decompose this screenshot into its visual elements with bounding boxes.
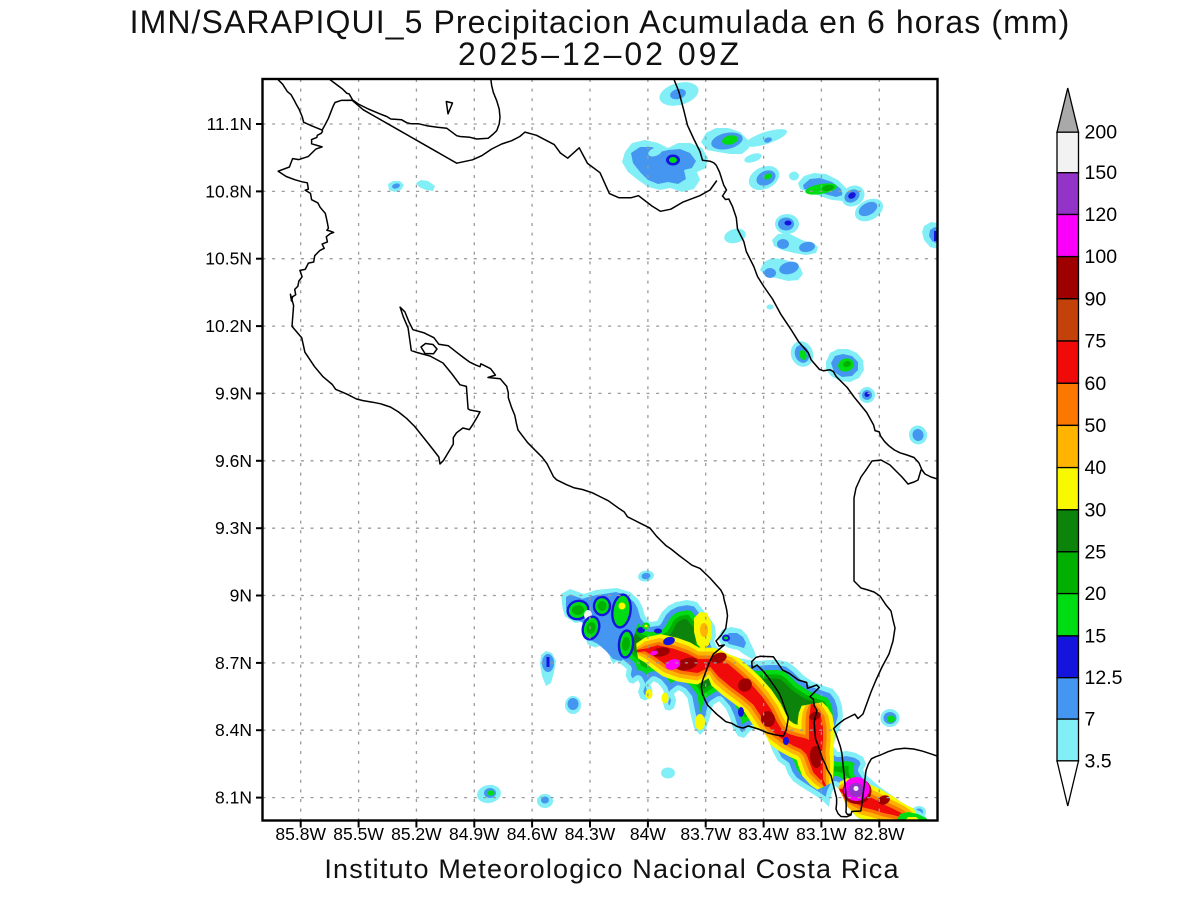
svg-text:84.3W: 84.3W [565,824,616,844]
svg-text:100: 100 [1085,246,1118,268]
svg-text:85.2W: 85.2W [391,824,442,844]
svg-text:9.9N: 9.9N [215,383,252,403]
svg-text:150: 150 [1085,162,1118,184]
svg-text:9.6N: 9.6N [215,451,252,471]
svg-text:85.5W: 85.5W [333,824,384,844]
svg-text:60: 60 [1085,373,1107,395]
svg-text:84.6W: 84.6W [507,824,558,844]
svg-text:83.1W: 83.1W [796,824,847,844]
svg-text:90: 90 [1085,288,1107,310]
svg-text:3.5: 3.5 [1085,750,1112,772]
svg-text:84W: 84W [630,824,666,844]
svg-text:85.8W: 85.8W [275,824,326,844]
svg-text:10.5N: 10.5N [205,249,252,269]
svg-text:11.1N: 11.1N [207,114,252,134]
svg-text:75: 75 [1085,331,1107,353]
svg-text:50: 50 [1085,415,1107,437]
svg-text:10.8N: 10.8N [205,181,252,201]
svg-text:83.4W: 83.4W [738,824,789,844]
svg-text:25: 25 [1085,541,1107,563]
svg-text:8.1N: 8.1N [215,788,252,808]
svg-text:83.7W: 83.7W [680,824,731,844]
svg-text:12.5: 12.5 [1085,667,1123,689]
svg-text:30: 30 [1085,499,1107,521]
svg-text:84.9W: 84.9W [449,824,500,844]
svg-text:120: 120 [1085,204,1118,226]
svg-text:40: 40 [1085,457,1107,479]
svg-text:200: 200 [1085,122,1118,144]
svg-text:20: 20 [1085,583,1107,605]
svg-text:10.2N: 10.2N [205,316,252,336]
svg-text:9N: 9N [230,586,252,606]
svg-text:7: 7 [1085,709,1096,731]
svg-text:8.7N: 8.7N [215,653,252,673]
svg-text:9.3N: 9.3N [215,518,252,538]
svg-text:82.8W: 82.8W [854,824,905,844]
svg-text:8.4N: 8.4N [215,720,252,740]
svg-text:15: 15 [1085,625,1107,647]
